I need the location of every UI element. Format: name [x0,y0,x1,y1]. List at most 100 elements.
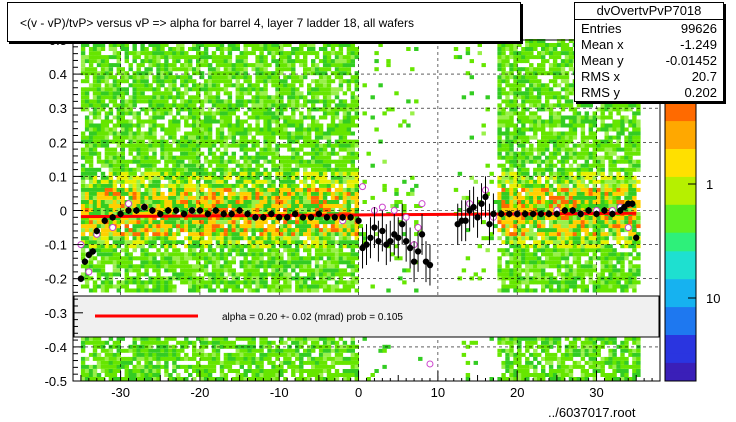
heatmap-cell [196,276,201,281]
heatmap-cell [128,183,133,188]
heatmap-cell [255,111,260,116]
heatmap-cell [291,111,296,116]
heatmap-cell [219,336,225,341]
heatmap-cell [164,107,169,112]
heatmap-cell [509,360,514,365]
heatmap-cell [501,200,506,204]
heatmap-cell [251,369,256,373]
heatmap-cell [184,155,189,160]
heatmap-cell [100,127,106,132]
heatmap-cell [303,151,308,156]
heatmap-cell [176,248,181,253]
heatmap-cell [164,163,169,168]
heatmap-cell [219,187,225,192]
heatmap-cell [303,183,308,188]
heatmap-cell [299,191,304,196]
heatmap-cell [128,147,133,152]
heatmap-cell [497,216,502,220]
heatmap-cell [132,95,137,100]
heatmap-cell [263,87,268,92]
heatmap-cell [144,47,149,51]
heatmap-cell [311,59,316,64]
heatmap-cell [160,127,165,132]
heatmap-cell [180,143,185,148]
heatmap-cell [92,139,98,144]
heatmap-cell [287,135,292,140]
heatmap-cell [255,167,260,172]
heatmap-cell [307,187,312,192]
heatmap-cell [192,264,197,269]
heatmap-cell [108,111,114,116]
heatmap-cell [263,159,268,164]
heatmap-cell [271,59,276,64]
heatmap-cell [517,55,522,60]
heatmap-cell [303,260,308,265]
heatmap-cell [80,175,86,180]
heatmap-cell [164,232,169,237]
heatmap-cell [104,248,110,253]
heatmap-cell [346,51,352,56]
heatmap-cell [469,59,474,64]
heatmap-cell [326,232,332,237]
heatmap-cell [334,103,340,108]
heatmap-cell [211,179,217,184]
heatmap-cell [148,171,153,176]
heatmap-cell [497,63,502,68]
heatmap-cell [334,123,340,128]
heatmap-cell [88,171,94,176]
heatmap-cell [152,111,157,116]
heatmap-cell [318,220,324,225]
heatmap-cell [144,75,149,80]
heatmap-cell [263,107,268,112]
heatmap-cell [243,348,248,353]
heatmap-cell [199,107,205,112]
heatmap-cell [120,183,125,188]
heatmap-cell [243,280,248,285]
heatmap-cell [144,163,149,168]
heatmap-cell [132,377,137,381]
heatmap-cell [525,204,530,208]
heatmap-cell [203,95,209,100]
heatmap-cell [203,131,209,136]
heatmap-cell [96,71,102,76]
heatmap-cell [120,191,125,196]
heatmap-cell [283,159,288,164]
heatmap-cell [465,373,471,377]
heatmap-cell [223,87,229,92]
heatmap-cell [529,216,534,220]
heatmap-cell [350,344,355,349]
heatmap-cell [255,280,260,285]
heatmap-cell [287,187,292,192]
heatmap-cell [255,212,260,216]
heatmap-cell [160,83,165,88]
heatmap-cell [525,55,530,60]
heatmap-cell [136,127,141,132]
heatmap-cell [318,264,324,269]
heatmap-cell [184,83,189,88]
heatmap-cell [255,75,260,80]
heatmap-cell [196,256,201,261]
heatmap-cell [338,155,344,160]
heatmap-cell [251,228,256,233]
heatmap-cell [188,232,193,237]
heatmap-cell [334,248,340,253]
heatmap-cell [243,373,248,377]
heatmap-cell [307,43,312,47]
heatmap-cell [207,244,213,249]
heatmap-cell [243,200,248,204]
heatmap-cell [207,123,213,128]
heatmap-cell [314,248,320,253]
heatmap-cell [172,344,177,349]
heatmap-cell [342,191,348,196]
heatmap-cell [116,284,121,289]
heatmap-cell [255,195,260,200]
heatmap-cell [263,151,268,156]
heatmap-cell [247,87,252,92]
heatmap-cell [322,336,328,341]
heatmap-cell [501,268,506,273]
heatmap-cell [192,280,197,285]
heatmap-cell [259,95,264,100]
heatmap-cell [334,200,340,204]
heatmap-cell [176,87,181,92]
heatmap-cell [287,171,292,176]
